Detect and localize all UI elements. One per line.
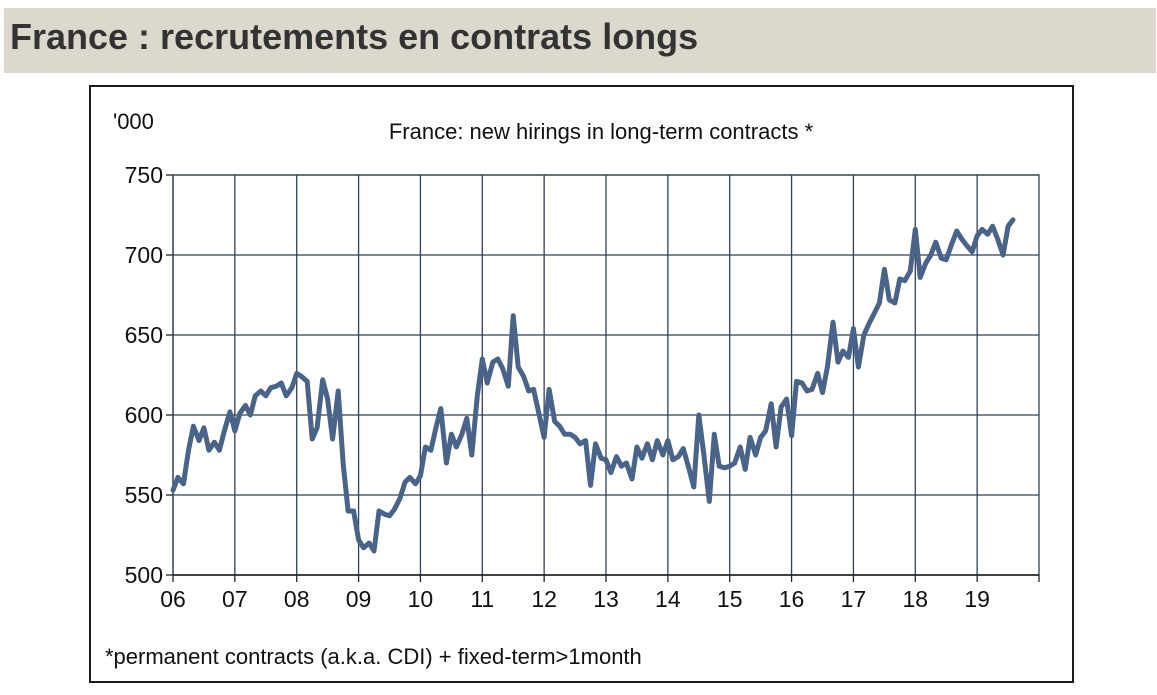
x-tick-label: 09 — [346, 586, 372, 612]
x-tick-label: 10 — [408, 586, 434, 612]
unit-label: '000 — [113, 109, 154, 134]
axes: 500 550 600 650 700 750 06 07 08 09 10 11 12 13 14 15 16… — [125, 162, 1040, 612]
x-tick-label: 19 — [964, 586, 990, 612]
series — [170, 217, 1016, 554]
x-tick-label: 07 — [222, 586, 248, 612]
x-tick-label: 14 — [655, 586, 681, 612]
chart-frame: 500 550 600 650 700 750 06 07 08 09 10 11 12 13 14 15 16… — [89, 85, 1074, 683]
x-tick-label: 06 — [160, 586, 186, 612]
y-tick-label: 700 — [125, 242, 163, 268]
x-tick-label: 11 — [470, 586, 494, 612]
x-tick-label: 13 — [593, 586, 619, 612]
series-line — [170, 217, 1016, 554]
x-tick-label: 15 — [717, 586, 743, 612]
footnote: *permanent contracts (a.k.a. CDI) + fixe… — [105, 644, 642, 669]
chart-title: France: new hirings in long-term contrac… — [389, 119, 814, 144]
y-tick-label: 750 — [125, 162, 163, 188]
page-header — [4, 8, 1156, 73]
line-chart: 500 550 600 650 700 750 06 07 08 09 10 11 12 13 14 15 16… — [105, 109, 1040, 669]
y-tick-label: 600 — [125, 402, 163, 428]
x-tick-label: 18 — [902, 586, 928, 612]
x-tick-label: 17 — [841, 586, 867, 612]
y-tick-label: 650 — [125, 322, 163, 348]
x-tick-label: 08 — [284, 586, 310, 612]
y-tick-label: 500 — [125, 562, 163, 588]
y-tick-label: 550 — [125, 482, 163, 508]
page-title: France : recrutements en contrats longs — [10, 16, 699, 57]
x-tick-label: 16 — [779, 586, 805, 612]
x-tick-label: 12 — [531, 586, 557, 612]
